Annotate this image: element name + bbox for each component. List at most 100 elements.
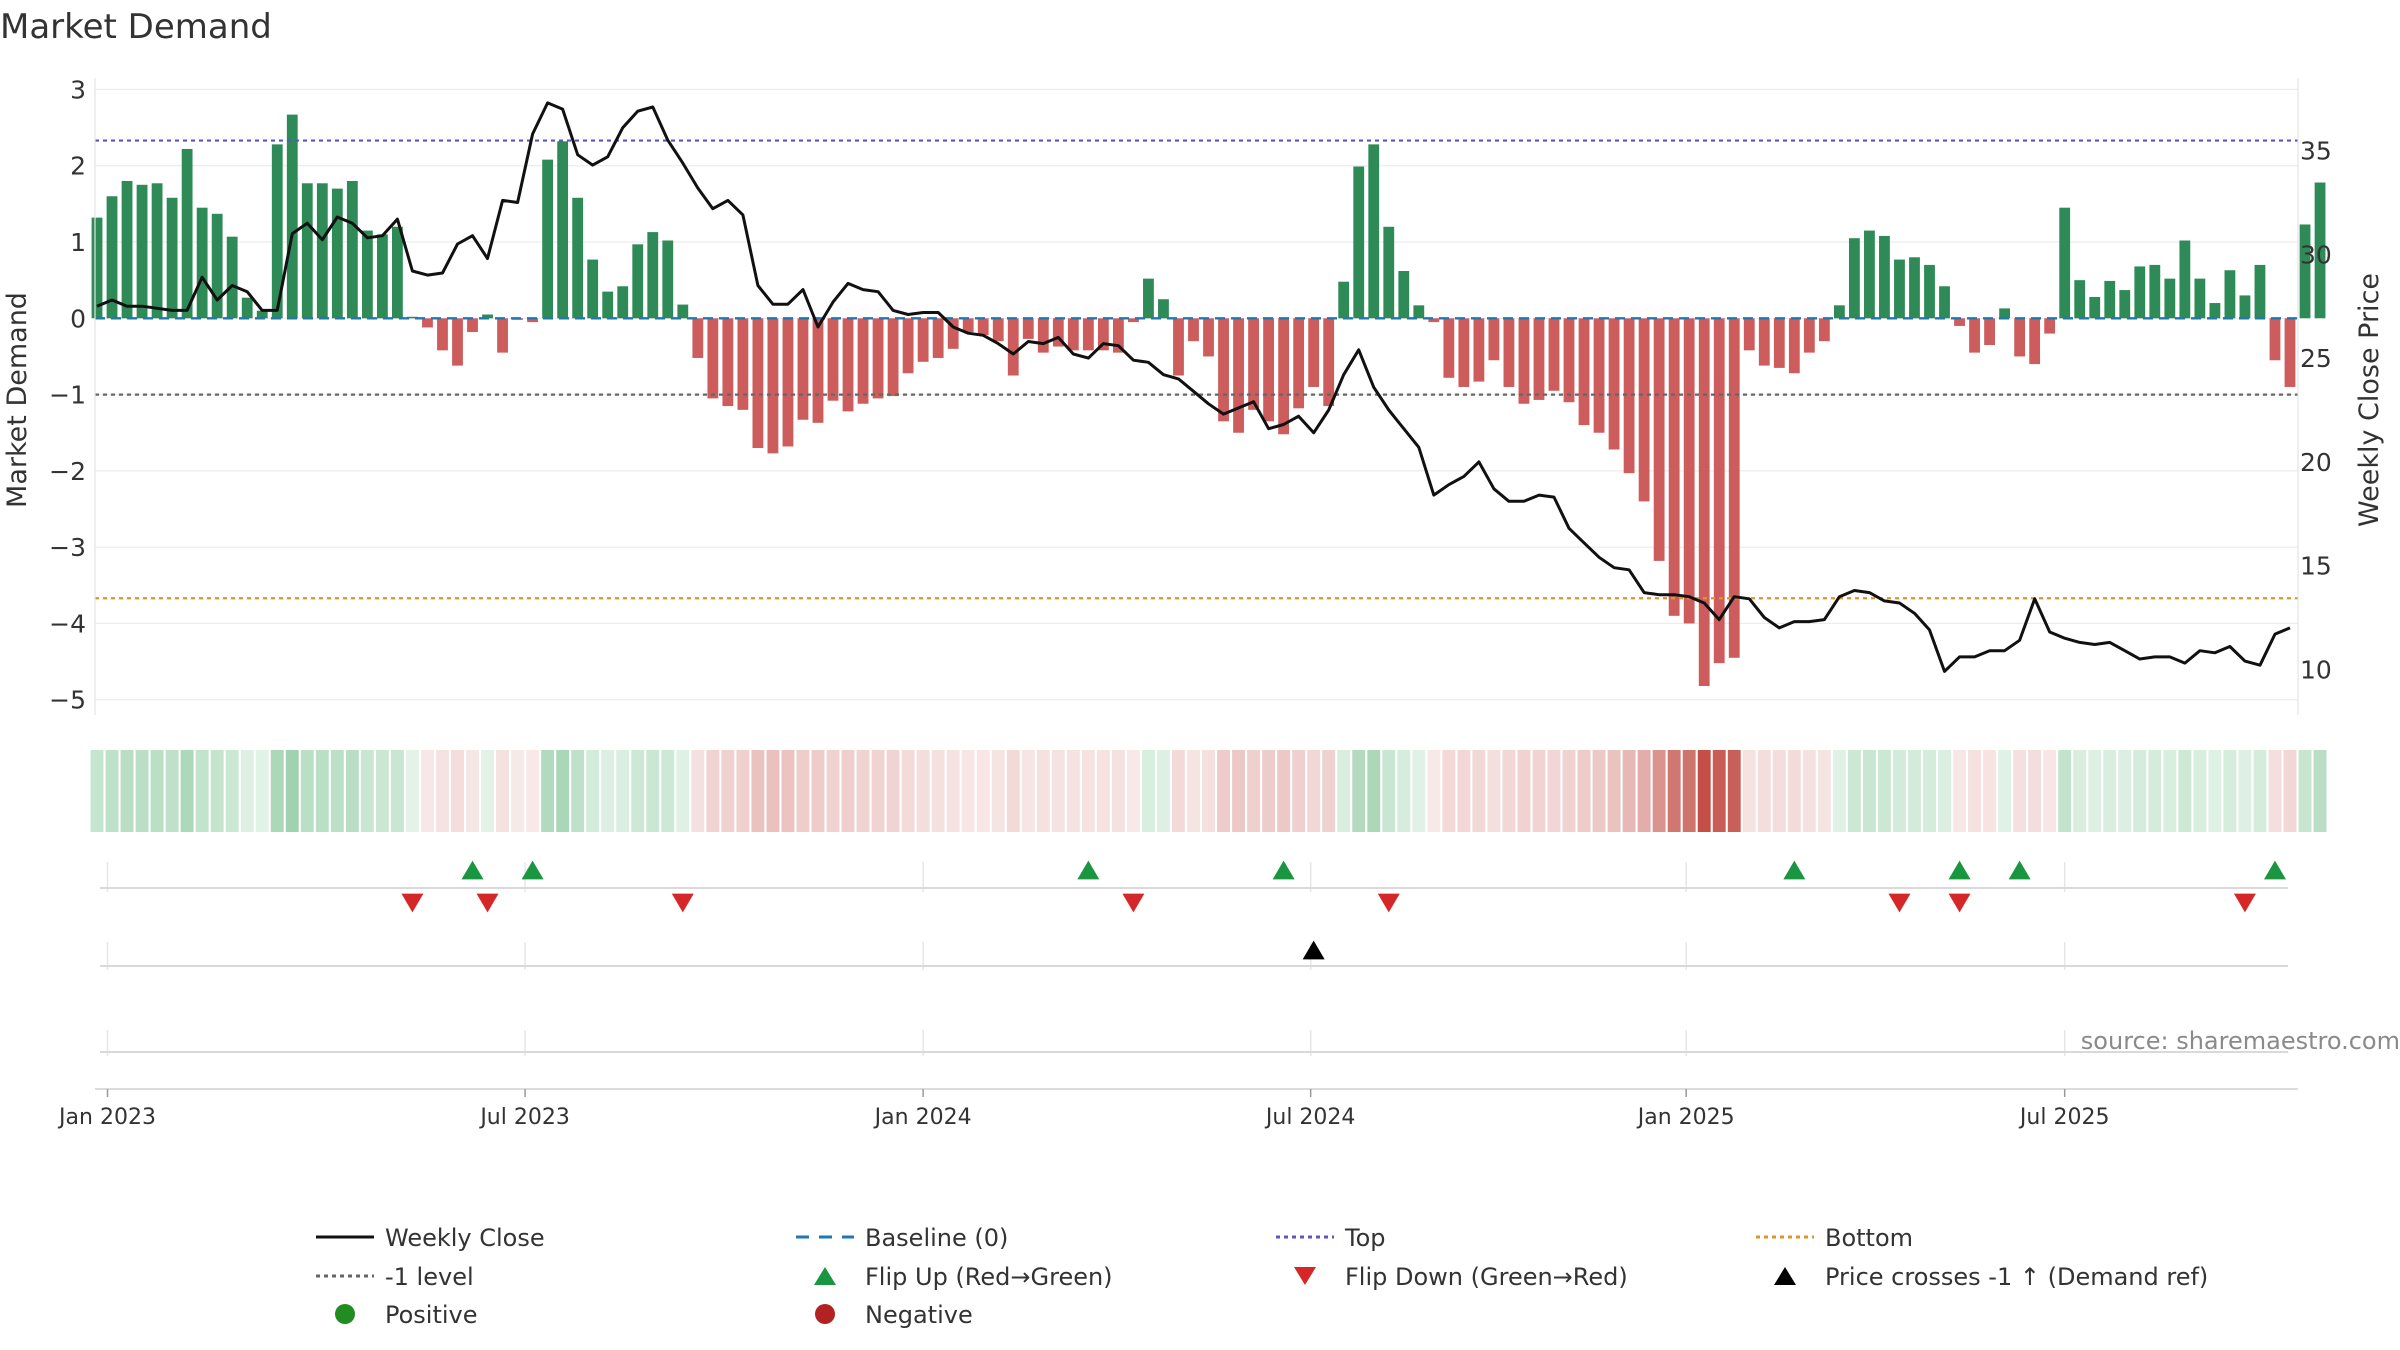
heat-cell (706, 750, 720, 832)
legend-swatch-triangle (814, 1267, 836, 1285)
demand-bar (1248, 318, 1259, 410)
heat-cell (1442, 750, 1456, 832)
heat-cell (1006, 750, 1020, 832)
heat-cell (466, 750, 479, 832)
heat-cell (135, 750, 149, 832)
heat-cell (2193, 750, 2207, 832)
demand-bar (2179, 240, 2191, 319)
demand-bar (1864, 230, 1875, 319)
price-line-layer (96, 101, 2291, 673)
heat-cell (270, 750, 284, 832)
flip-down-marker (2233, 893, 2256, 913)
legend-label: Top (1344, 1224, 1386, 1252)
demand-bar (1488, 318, 1500, 361)
demand-bar (1082, 318, 1094, 351)
heat-cell (1862, 750, 1876, 832)
source-note: source: sharemaestro.com (2081, 1027, 2400, 1055)
demand-bar (1158, 299, 1169, 319)
heat-cell (2223, 750, 2237, 832)
demand-bar (947, 318, 959, 349)
demand-bar (1999, 308, 2011, 319)
demand-bar (797, 318, 809, 420)
heat-cell (2118, 750, 2132, 832)
heat-cell (165, 750, 179, 832)
demand-bar (1833, 305, 1845, 319)
demand-bar (271, 144, 283, 319)
demand-bar (632, 244, 644, 319)
demand-bar (136, 184, 148, 319)
demand-bar (1293, 318, 1305, 409)
demand-bar (1653, 318, 1665, 561)
x-tick-label: Jan 2023 (57, 1105, 156, 1130)
heat-cell (1172, 750, 1185, 832)
heat-cell (2013, 750, 2027, 832)
heat-cell (766, 750, 780, 832)
demand-bar (241, 297, 253, 319)
demand-bar (1443, 318, 1455, 378)
demand-bar (2254, 264, 2266, 319)
heat-cell (1787, 750, 1801, 832)
flip-up-marker (1272, 860, 1295, 880)
demand-bar (196, 207, 208, 319)
heat-cell (1908, 750, 1921, 832)
demand-bar (1954, 318, 1965, 326)
demand-bar (1503, 318, 1515, 387)
heat-cell (1877, 750, 1891, 832)
flip-up-marker (2263, 860, 2286, 880)
demand-bar (1698, 318, 1710, 687)
y-axis-label-left: Market Demand (2, 292, 33, 508)
demand-bar (1743, 318, 1755, 351)
legend-item: Weekly Close (316, 1224, 545, 1252)
demand-bar (782, 318, 794, 447)
heat-cell (796, 750, 810, 832)
left-tick-label: 3 (70, 75, 86, 104)
heat-cell (676, 750, 690, 832)
legend-item: Price crosses -1 ↑ (Demand ref) (1774, 1263, 2208, 1291)
heat-cell (1577, 750, 1591, 832)
heat-cell (991, 750, 1005, 832)
heat-cell (1802, 750, 1816, 832)
demand-bar (346, 180, 358, 319)
heat-cell (1592, 750, 1606, 832)
heat-cell (556, 750, 570, 832)
demand-bar (1368, 144, 1380, 319)
demand-bar (392, 226, 403, 319)
demand-bar (887, 318, 899, 397)
demand-bar (1773, 318, 1785, 368)
demand-bar (1818, 318, 1830, 342)
heat-cell (856, 750, 870, 832)
heat-cell (646, 750, 660, 832)
demand-bar (497, 318, 508, 353)
heat-cell (150, 750, 164, 832)
demand-bar (2194, 278, 2206, 319)
heat-cell (691, 750, 705, 832)
heat-cell (240, 750, 254, 832)
heat-cell (1487, 750, 1501, 832)
heat-cell (1096, 750, 1110, 832)
demand-bar (722, 318, 734, 407)
heat-cell (1562, 750, 1576, 832)
heat-cell (2208, 750, 2222, 832)
demand-bar (331, 188, 343, 319)
demand-bar (106, 196, 118, 319)
heat-cell (496, 750, 510, 832)
demand-bar (1428, 318, 1440, 323)
demand-bar (707, 318, 719, 399)
demand-bar (1848, 238, 1860, 319)
heat-cell (90, 750, 104, 832)
demand-bar (226, 236, 238, 319)
heat-cell (1277, 750, 1291, 832)
demand-bar (1338, 281, 1350, 319)
legend-item: Top (1276, 1224, 1386, 1252)
heat-cell (2283, 750, 2297, 832)
demand-bar (1638, 318, 1650, 502)
heat-cell (1111, 750, 1125, 832)
heat-cell (405, 750, 419, 832)
flip-up-marker (2008, 860, 2031, 880)
demand-bar (91, 217, 103, 319)
flip-up-marker (461, 860, 484, 880)
heat-cell (946, 750, 960, 832)
demand-bar (992, 318, 1004, 342)
heat-cell (916, 750, 930, 832)
